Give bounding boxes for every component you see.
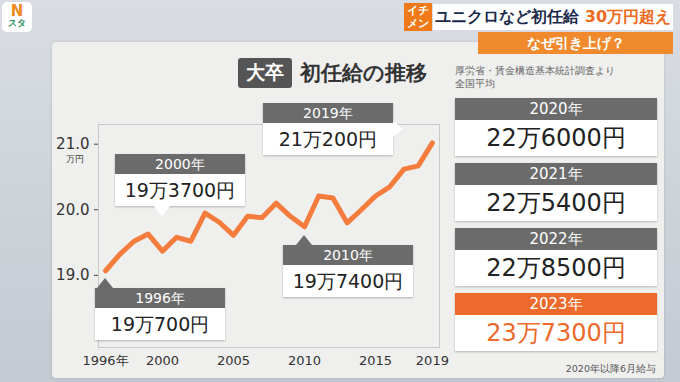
svg-text:20.0: 20.0 [56, 201, 89, 219]
html-text:2022年: 2022年 [529, 230, 583, 248]
html-text:スタ: スタ [8, 18, 26, 28]
html-text:全国平均: 全国平均 [455, 78, 495, 89]
svg-text:2019: 2019 [416, 353, 449, 368]
html-text:厚労省・賃金構造基本統計調査より: 厚労省・賃金構造基本統計調査より [455, 65, 615, 76]
svg-text:2000: 2000 [146, 353, 179, 368]
html-text:2020年以降6月給与: 2020年以降6月給与 [565, 363, 656, 374]
svg-text:2005: 2005 [217, 353, 250, 368]
svg-text:21.0: 21.0 [56, 135, 89, 153]
svg-text:19.0: 19.0 [56, 266, 89, 284]
html-text:2020年: 2020年 [529, 100, 583, 118]
html-text:22万8500円: 22万8500円 [486, 254, 626, 282]
html-text:2019年: 2019年 [303, 105, 353, 122]
html-text:19万7400円: 19万7400円 [292, 270, 404, 293]
svg-text:万円: 万円 [66, 154, 84, 164]
html-text:N: N [10, 2, 24, 20]
svg-text:1996年: 1996年 [83, 353, 129, 368]
html-text:2023年: 2023年 [529, 295, 583, 313]
html-text:2000年: 2000年 [155, 155, 205, 172]
html-text:2021年: 2021年 [529, 165, 583, 183]
html-text:イチメン ユニクロなど初任給 30万円超え: イチメン ユニクロなど初任給 30万円超え [407, 4, 672, 30]
html-text:22万5400円: 22万5400円 [486, 189, 626, 217]
html-text:23万7300円: 23万7300円 [486, 319, 626, 347]
html-text:2010年: 2010年 [323, 247, 373, 264]
html-text:21万200円: 21万200円 [278, 128, 378, 151]
html-text:初任給の推移: 初任給の推移 [300, 61, 427, 85]
html-text:22万6000円: 22万6000円 [486, 124, 626, 152]
html-text:19万3700円: 19万3700円 [124, 178, 236, 201]
html-text:大卒: 大卒 [246, 61, 284, 83]
html-text:1996年: 1996年 [135, 290, 185, 307]
html-text:19万700円: 19万700円 [110, 313, 210, 336]
html-text:なぜ引き上げ？: なぜ引き上げ？ [526, 35, 625, 51]
svg-text:2015: 2015 [359, 353, 392, 368]
svg-text:2010: 2010 [288, 353, 321, 368]
